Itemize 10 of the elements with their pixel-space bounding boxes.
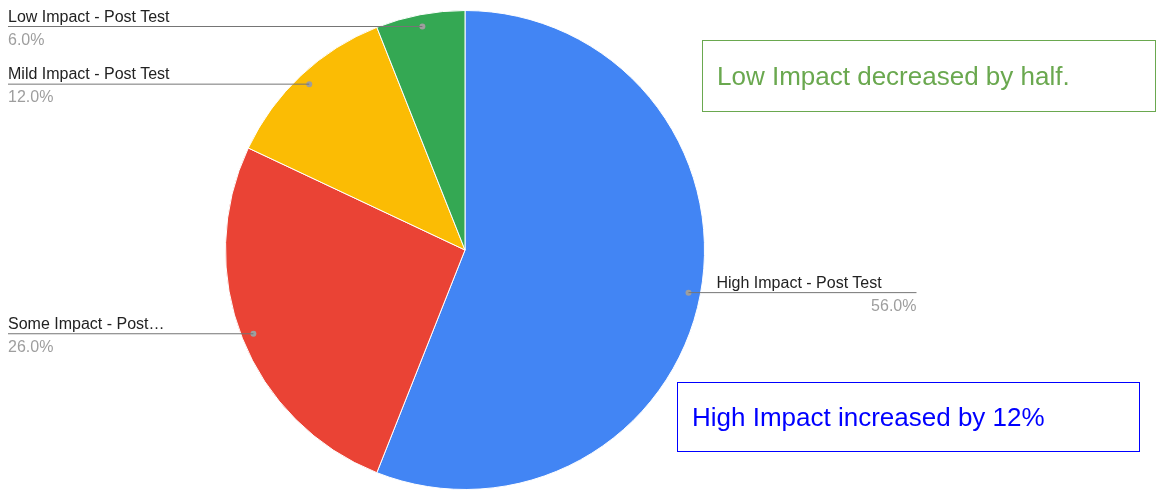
slice-label: Mild Impact - Post Test [8, 65, 171, 83]
slice-label: High Impact - Post Test [716, 273, 883, 291]
data-label: 12.0% [8, 88, 54, 106]
text: Low Impact decreased by half. [702, 40, 1156, 112]
data-label: 26.0% [8, 337, 54, 355]
slice-label: Low Impact - Post Test [8, 7, 171, 25]
text: High Impact increased by 12% [677, 382, 1140, 452]
data-label: 6.0% [8, 30, 45, 48]
slice-label: Some Impact - Post… [8, 314, 165, 332]
data-label: 56.0% [871, 296, 917, 314]
